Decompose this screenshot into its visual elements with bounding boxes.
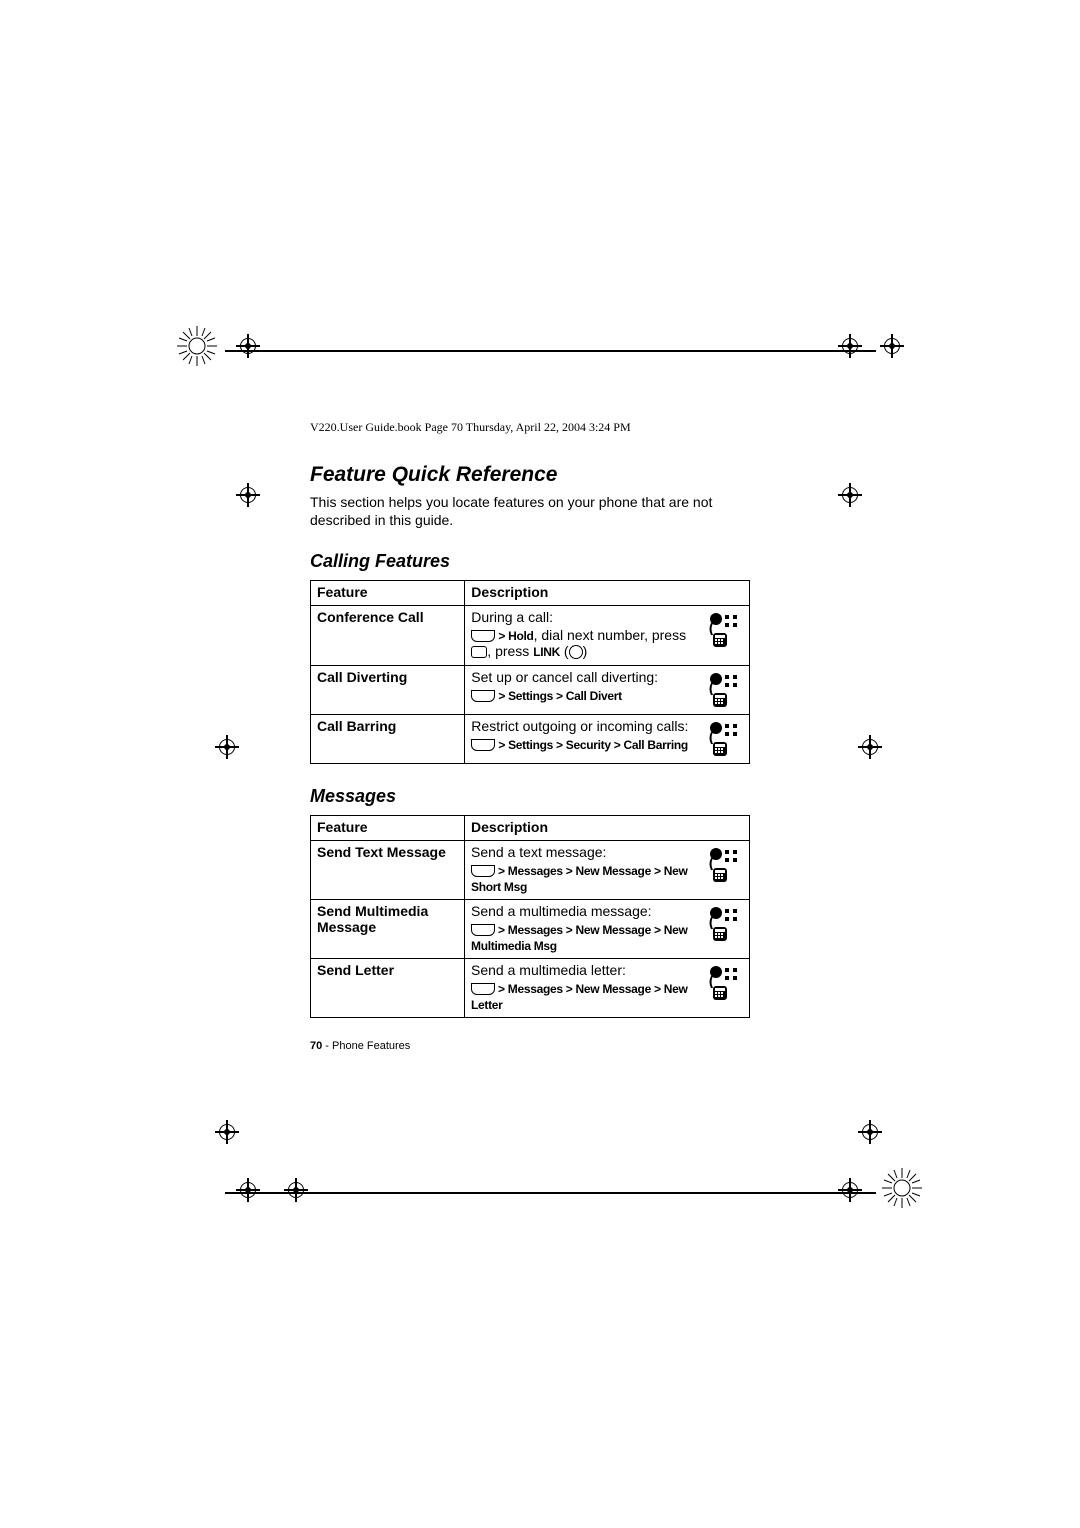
footer-text: - Phone Features bbox=[322, 1040, 410, 1052]
table-row: Call Barring Restrict outgoing or incomi… bbox=[311, 714, 750, 763]
phone-operator-icon bbox=[703, 669, 743, 709]
softkey-icon bbox=[471, 739, 495, 751]
phone-operator-icon bbox=[703, 903, 743, 943]
softkey-icon bbox=[471, 865, 495, 877]
feature-name: Conference Call bbox=[311, 606, 465, 665]
register-sun-icon bbox=[175, 324, 219, 368]
page-header-meta: V220.User Guide.book Page 70 Thursday, A… bbox=[310, 420, 750, 435]
softkey-icon bbox=[471, 630, 495, 642]
section-heading-messages: Messages bbox=[310, 786, 750, 807]
softkey-icon bbox=[471, 690, 495, 702]
nav-key-icon bbox=[569, 645, 583, 659]
page-title: Feature Quick Reference bbox=[310, 463, 750, 487]
feature-name: Send Text Message bbox=[311, 840, 465, 899]
phone-operator-icon bbox=[703, 844, 743, 884]
calling-table: Feature Description Conference Call Duri… bbox=[310, 580, 750, 763]
table-row: Send Multimedia Message Send a multimedi… bbox=[311, 899, 750, 958]
send-key-icon bbox=[471, 646, 487, 658]
path-text: > Messages > New Message > New Letter bbox=[471, 982, 687, 1012]
softkey-icon bbox=[471, 924, 495, 936]
page-number: 70 bbox=[310, 1040, 322, 1052]
table-row: Conference Call During a call: > Hold, d… bbox=[311, 606, 750, 665]
path-text: > bbox=[498, 629, 508, 643]
feature-name: Send Multimedia Message bbox=[311, 899, 465, 958]
register-sun-icon bbox=[880, 1166, 924, 1210]
path-text: ( bbox=[560, 643, 569, 659]
table-row: Call Diverting Set up or cancel call div… bbox=[311, 665, 750, 714]
path-text: > Settings > Call Divert bbox=[495, 689, 622, 703]
th-description: Description bbox=[465, 815, 750, 840]
feature-name: Call Barring bbox=[311, 714, 465, 763]
softkey-icon bbox=[471, 983, 495, 995]
phone-operator-icon bbox=[703, 609, 743, 649]
section-heading-calling: Calling Features bbox=[310, 551, 750, 572]
table-row: Send Letter Send a multimedia letter: > … bbox=[311, 958, 750, 1017]
phone-operator-icon bbox=[703, 718, 743, 758]
path-text: Hold bbox=[508, 629, 533, 643]
path-text: > Messages > New Message > New Short Msg bbox=[471, 864, 687, 894]
phone-operator-icon bbox=[703, 962, 743, 1002]
path-text: > Settings > Security > Call Barring bbox=[495, 738, 688, 752]
path-text: , press bbox=[487, 643, 533, 659]
page-footer: 70 - Phone Features bbox=[310, 1040, 750, 1052]
th-description: Description bbox=[465, 581, 750, 606]
path-text: , dial next number, press bbox=[534, 627, 687, 643]
messages-table: Feature Description Send Text Message Se… bbox=[310, 815, 750, 1018]
th-feature: Feature bbox=[311, 815, 465, 840]
intro-text: This section helps you locate features o… bbox=[310, 493, 750, 529]
table-row: Send Text Message Send a text message: >… bbox=[311, 840, 750, 899]
th-feature: Feature bbox=[311, 581, 465, 606]
feature-name: Call Diverting bbox=[311, 665, 465, 714]
feature-name: Send Letter bbox=[311, 958, 465, 1017]
path-text: LINK bbox=[533, 645, 560, 659]
path-text: > Messages > New Message > New Multimedi… bbox=[471, 923, 687, 953]
